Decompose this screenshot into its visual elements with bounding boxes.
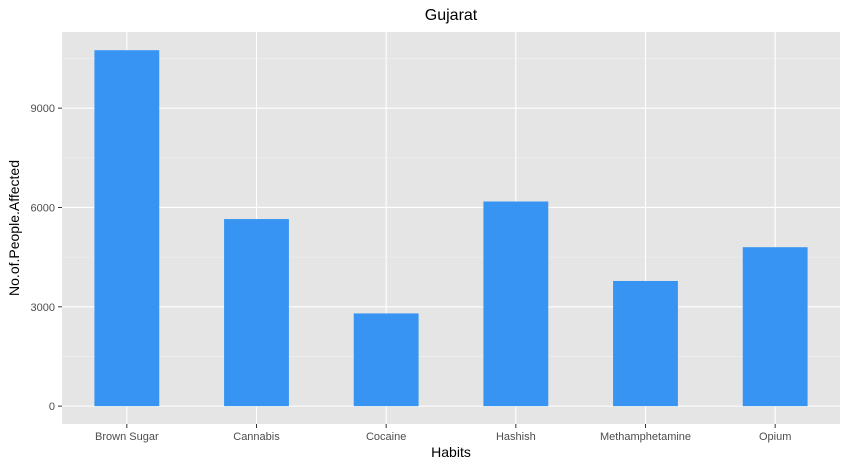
y-axis: 0 3000 6000 9000 <box>31 103 62 413</box>
y-axis-title: No.of.People.Affected <box>6 160 22 296</box>
bar <box>613 280 678 407</box>
x-axis-title: Habits <box>431 444 471 460</box>
bar <box>353 313 419 407</box>
y-tick-label: 6000 <box>31 202 55 214</box>
x-tick-label: Cannabis <box>233 431 280 443</box>
grid-minor <box>62 58 840 357</box>
bar <box>94 50 160 407</box>
chart-title: Gujarat <box>425 7 478 24</box>
bar <box>224 219 289 407</box>
bar <box>483 201 549 407</box>
x-tick-label: Methamphetamine <box>600 431 691 443</box>
x-tick-label: Cocaine <box>366 431 406 443</box>
x-tick-label: Opium <box>759 431 791 443</box>
y-tick-label: 0 <box>49 401 55 413</box>
plot-panel <box>62 32 840 424</box>
y-tick-label: 9000 <box>31 103 55 115</box>
x-axis: Brown Sugar Cannabis Cocaine Hashish Methamp… <box>95 424 791 443</box>
bar <box>742 247 808 407</box>
x-tick-label: Hashish <box>496 431 536 443</box>
bars <box>94 50 808 407</box>
x-tick-label: Brown Sugar <box>95 431 159 443</box>
y-tick-label: 3000 <box>31 302 55 314</box>
